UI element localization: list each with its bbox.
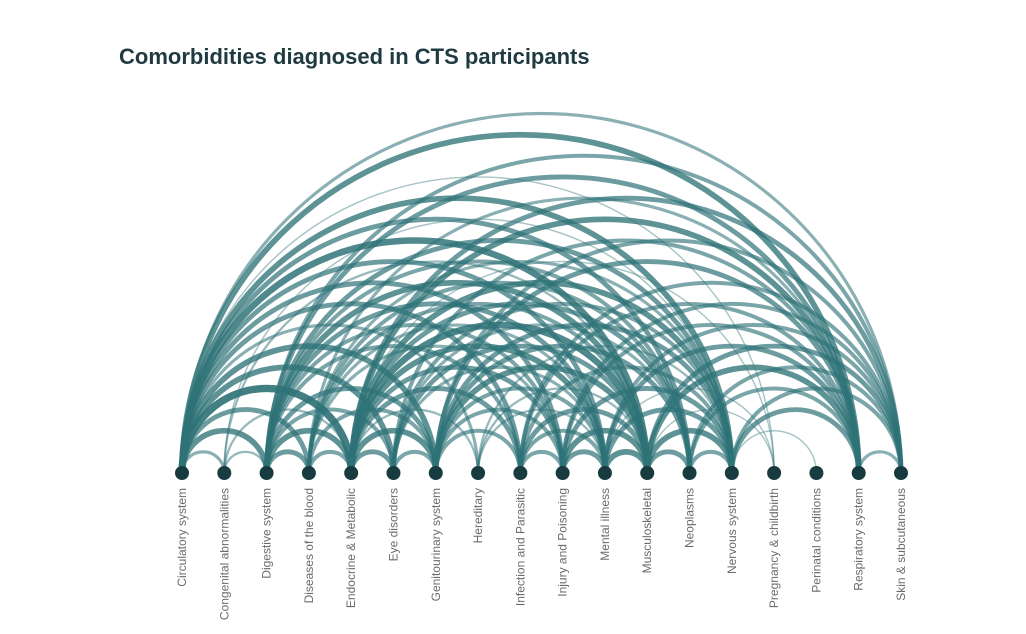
chart-title: Comorbidities diagnosed in CTS participa… [119,44,590,69]
arc-link [179,280,566,474]
node-label: Genitourinary system [429,488,443,601]
arc-link [644,427,735,474]
arc-link [348,279,735,474]
node-dot [259,466,274,480]
arc-links-group [178,111,904,474]
node-dot [513,466,528,480]
node-dot [682,466,697,480]
node-dot [344,466,359,480]
node-label: Skin & subcutaneous [894,488,908,601]
arc-link [644,364,862,474]
arc-link [433,259,862,474]
arc-link [560,386,735,474]
arc-link [560,301,903,474]
arc-link [432,364,651,474]
node-label: Neoplasms [683,488,697,548]
node-dot [428,466,443,480]
arc-link [518,449,565,474]
arc-link [263,280,651,474]
arc-link [347,321,651,474]
arc-link [348,386,523,474]
arc-link [602,449,651,474]
node-dot [894,466,908,480]
arc-link [518,365,734,474]
node-label: Hereditary [471,488,485,543]
node-label: Nervous system [725,488,739,574]
node-label: Respiratory system [852,488,866,591]
node-label: Endocrine & Metabolic [344,488,358,608]
node-label: Congenital abnormalities [217,488,231,620]
node-label: Circulatory system [175,488,189,587]
node-label: Perinatal conditions [809,488,823,593]
arc-link [264,153,903,474]
node-dot [809,466,824,480]
node-dot [301,466,316,480]
arc-link [178,237,651,474]
node-label: Pregnancy & childbirth [767,488,781,608]
nodes-group [175,466,908,480]
arc-link [857,450,903,474]
node-dot [471,466,486,480]
arc-link [306,281,692,474]
node-label: Mental illness [598,488,612,561]
node-dot [767,466,782,480]
node-dot [597,466,612,480]
arc-link [179,131,862,474]
node-label: Musculoskeletal [640,488,654,573]
arc-link [433,322,735,474]
node-label: Injury and Poisoning [556,488,570,597]
arc-link [178,384,355,474]
arc-link [264,174,862,474]
node-dot [386,466,401,480]
arc-link [560,322,861,474]
arc-link [518,301,861,474]
node-dot [851,466,866,480]
arc-link [179,195,735,474]
node-dot [555,466,570,480]
arc-link [179,301,523,474]
node-dot [217,466,232,480]
node-labels-group: Circulatory system Congenital abnormaliti… [175,488,908,620]
node-dot [175,466,189,480]
node-label: Diseases of the blood [302,488,316,603]
node-label: Digestive system [260,488,274,579]
node-dot [640,466,655,480]
node-label: Eye disorders [386,488,400,561]
node-label: Infection and Parasitic [513,488,527,606]
arc-link [264,344,523,474]
arc-link [348,216,862,474]
node-dot [724,466,739,480]
